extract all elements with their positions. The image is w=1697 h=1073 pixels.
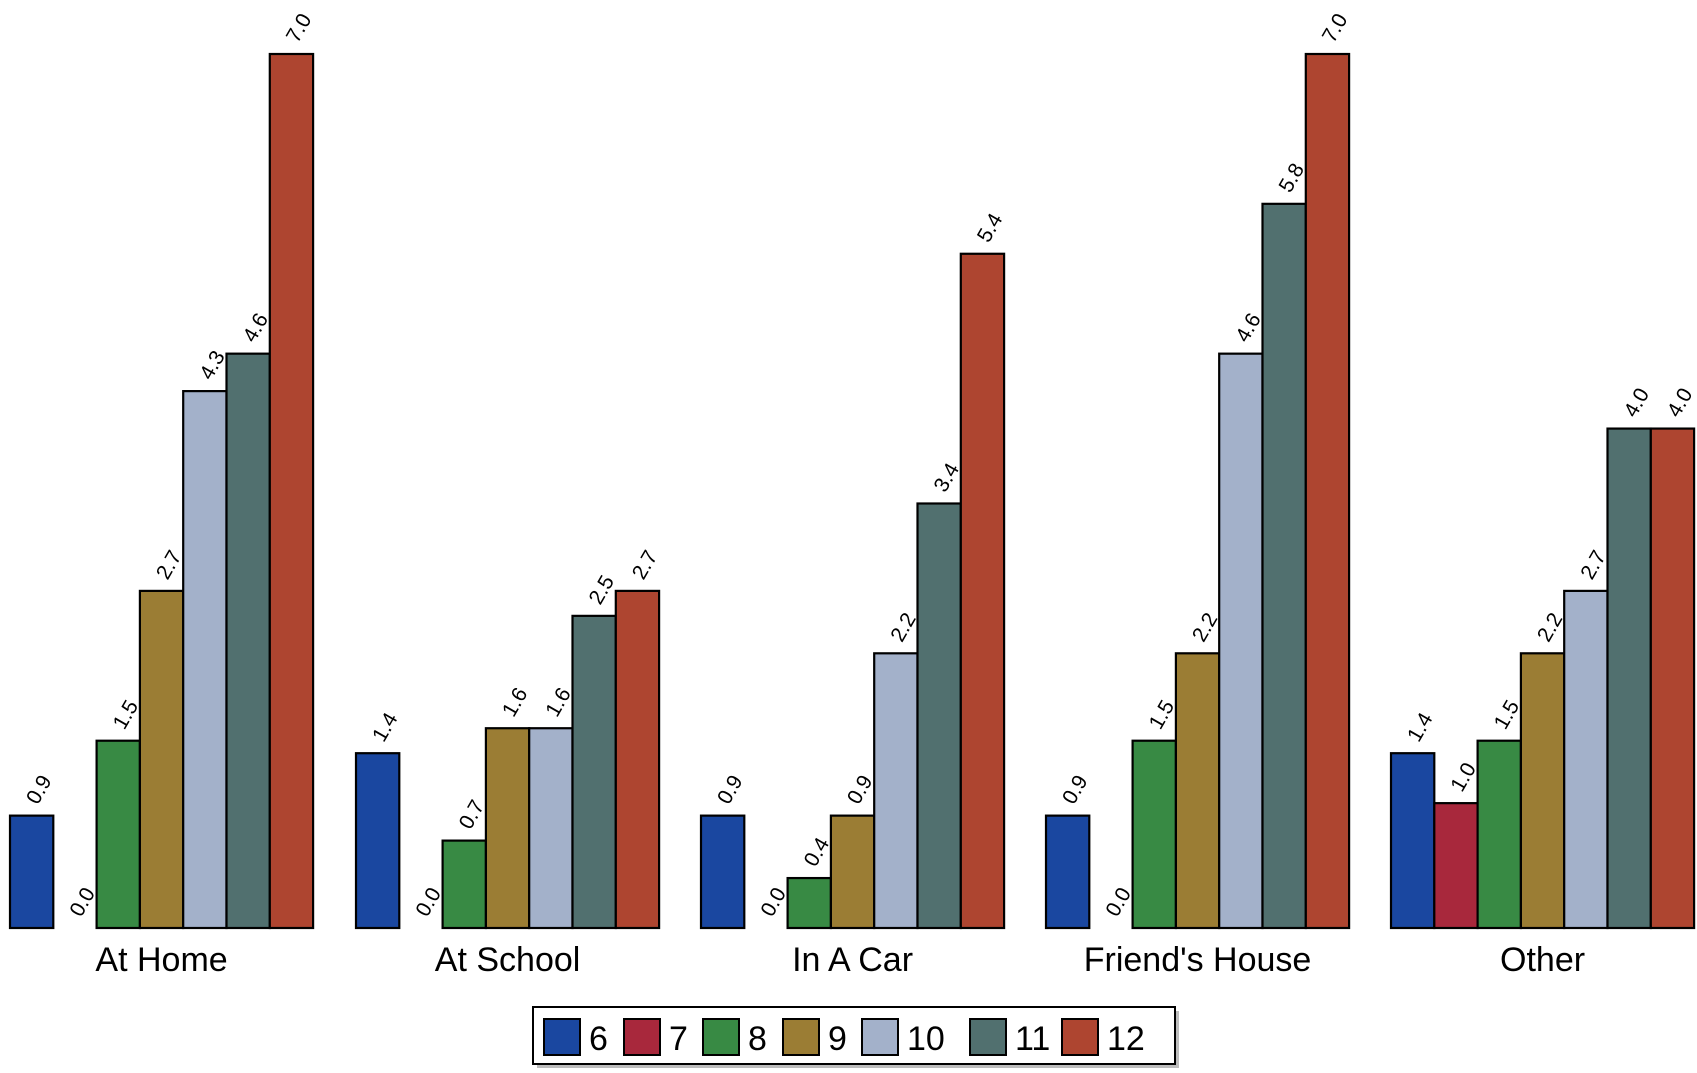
bar-12-1 [614, 589, 661, 930]
bar-12-2 [959, 252, 1006, 930]
category-label: At School [435, 941, 581, 979]
bars-layer [8, 52, 1696, 930]
value-label: 1.0 [1446, 759, 1481, 796]
value-label: 0.9 [843, 771, 878, 808]
bar-8-3 [1131, 739, 1177, 930]
legend-label: 12 [1107, 1020, 1145, 1058]
category-label: At Home [95, 941, 227, 979]
bar-12-0 [268, 52, 315, 930]
bar-10-3 [1218, 352, 1264, 930]
bar-11-2 [916, 502, 962, 930]
value-label: 1.6 [541, 684, 576, 721]
legend-label: 10 [907, 1020, 945, 1058]
bar-10-2 [873, 652, 919, 930]
bar-10-4 [1563, 589, 1609, 930]
bar-8-0 [95, 739, 141, 930]
value-label: 0.9 [1058, 771, 1093, 808]
bar-12-4 [1649, 427, 1696, 930]
value-label: 1.6 [498, 684, 533, 721]
value-label: 0.4 [800, 834, 835, 871]
legend-label: 7 [669, 1020, 688, 1058]
bar-8-1 [441, 839, 488, 930]
value-label: 0.0 [411, 884, 446, 921]
bar-6-3 [1044, 814, 1091, 930]
value-label: 1.5 [1145, 696, 1180, 733]
value-label: 1.5 [109, 696, 144, 733]
legend-label: 11 [1015, 1020, 1050, 1058]
value-label: 7.0 [282, 10, 317, 47]
legend-swatch [969, 1018, 1007, 1056]
value-label: 4.6 [1231, 309, 1266, 346]
value-label: 4.3 [195, 347, 230, 384]
bar-6-4 [1389, 752, 1436, 930]
legend-label: 6 [589, 1020, 608, 1058]
value-label: 3.4 [930, 459, 965, 496]
bar-8-2 [786, 876, 832, 930]
bar-8-4 [1476, 739, 1522, 930]
value-label: 5.8 [1275, 160, 1310, 197]
bar-9-4 [1519, 652, 1566, 930]
bar-9-2 [829, 814, 876, 930]
category-label: Friend's House [1084, 941, 1312, 979]
value-label: 2.7 [628, 547, 663, 584]
value-label: 5.4 [973, 209, 1008, 246]
value-label: 2.2 [886, 609, 921, 646]
legend-label: 9 [828, 1020, 847, 1058]
value-label: 0.0 [65, 884, 100, 921]
bar-6-1 [354, 752, 401, 930]
legend-swatch [623, 1018, 661, 1056]
value-label: 1.4 [1403, 709, 1438, 746]
bar-10-0 [182, 390, 228, 930]
legend-swatch [543, 1018, 581, 1056]
category-label: In A Car [792, 941, 913, 979]
category-labels-layer: At Home At School In A Car Friend's House Ot… [95, 941, 1585, 979]
value-label: 0.7 [455, 796, 490, 833]
bar-11-1 [571, 614, 617, 930]
legend: 6 7 8 9 10 11 12 [532, 1006, 1179, 1068]
legend-label: 8 [748, 1020, 767, 1058]
legend-swatch [702, 1018, 740, 1056]
bar-11-0 [225, 352, 271, 930]
bar-9-1 [484, 727, 531, 930]
bar-11-3 [1261, 202, 1307, 930]
value-label: 1.5 [1490, 696, 1525, 733]
bar-7-4 [1433, 802, 1479, 930]
value-label: 4.6 [239, 309, 274, 346]
value-label: 4.0 [1663, 384, 1697, 421]
bar-6-0 [8, 814, 55, 930]
bar-10-1 [528, 727, 574, 930]
bar-12-3 [1304, 52, 1351, 930]
bar-9-0 [138, 589, 185, 930]
bar-11-4 [1606, 427, 1652, 930]
value-label: 0.9 [713, 771, 748, 808]
value-label: 4.0 [1620, 384, 1655, 421]
value-label: 7.0 [1318, 10, 1353, 47]
value-label: 2.7 [1576, 547, 1611, 584]
value-label: 1.4 [368, 709, 403, 746]
value-label: 2.2 [1188, 609, 1223, 646]
value-label: 2.7 [152, 547, 187, 584]
value-label: 2.2 [1533, 609, 1568, 646]
value-label: 0.0 [756, 884, 791, 921]
value-label: 0.0 [1101, 884, 1136, 921]
legend-swatch [861, 1018, 899, 1056]
category-label: Other [1500, 941, 1585, 979]
legend-swatch [1061, 1018, 1099, 1056]
value-label: 2.5 [585, 572, 620, 609]
bar-9-3 [1174, 652, 1221, 930]
value-label: 0.9 [22, 771, 57, 808]
legend-swatch [782, 1018, 820, 1056]
bar-6-2 [699, 814, 746, 930]
